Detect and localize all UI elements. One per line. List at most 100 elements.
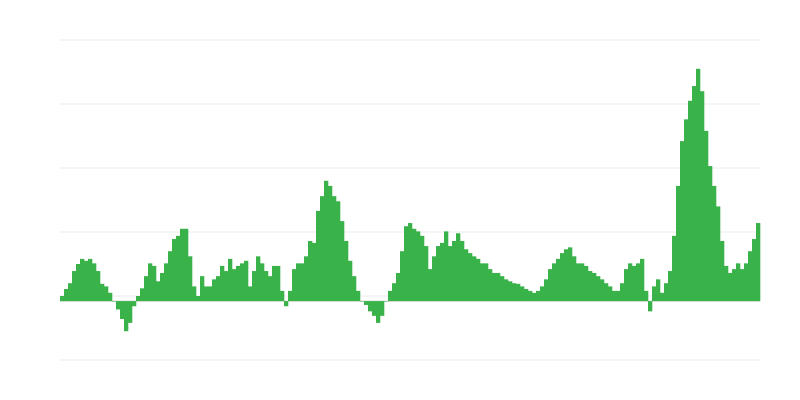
bar <box>720 240 725 302</box>
bar <box>120 301 125 320</box>
bar <box>520 286 525 302</box>
bar <box>440 242 445 302</box>
bars <box>60 68 761 332</box>
bar <box>184 228 189 302</box>
bar <box>156 281 161 302</box>
bar <box>472 256 477 302</box>
bar <box>404 226 409 302</box>
bar <box>208 286 213 302</box>
bar <box>576 263 581 302</box>
bar <box>328 185 333 302</box>
bar <box>200 276 205 302</box>
bar <box>312 242 317 302</box>
bar <box>380 301 385 316</box>
bar <box>508 281 513 302</box>
bar <box>356 290 361 302</box>
bar <box>268 276 273 302</box>
bar <box>708 166 713 302</box>
bar <box>704 130 709 302</box>
bar <box>752 239 757 302</box>
bar <box>324 180 329 302</box>
bar <box>516 283 521 302</box>
bar <box>600 279 605 302</box>
bar <box>748 251 753 302</box>
bar <box>224 271 229 302</box>
bar <box>608 286 613 302</box>
bar <box>396 272 401 302</box>
bar <box>612 290 617 302</box>
bar <box>192 286 197 302</box>
bar <box>688 100 693 302</box>
bar <box>360 301 365 302</box>
bar <box>568 247 573 302</box>
bar <box>288 290 293 302</box>
bar <box>188 256 193 302</box>
bar <box>96 271 101 302</box>
bar <box>712 185 717 302</box>
bar <box>272 265 277 302</box>
bar <box>152 265 157 302</box>
bar <box>624 269 629 302</box>
bar <box>696 68 701 302</box>
bar <box>364 301 369 305</box>
bar <box>484 263 489 302</box>
bar <box>492 272 497 302</box>
bar <box>204 286 209 302</box>
bar <box>452 240 457 302</box>
bar <box>172 239 177 302</box>
bar <box>104 286 109 302</box>
bar <box>496 272 501 302</box>
bar <box>436 246 441 302</box>
bar <box>132 301 137 307</box>
bar <box>512 283 517 302</box>
bar <box>504 279 509 302</box>
bar <box>124 301 129 332</box>
bar <box>632 265 637 302</box>
bar <box>596 276 601 302</box>
bar <box>420 235 425 302</box>
bar <box>336 201 341 302</box>
bar <box>320 196 325 302</box>
bar <box>552 263 557 302</box>
bar <box>652 286 657 302</box>
bar <box>308 240 313 302</box>
bar <box>228 258 233 302</box>
bar <box>660 292 665 302</box>
bar <box>664 283 669 302</box>
bar <box>580 263 585 302</box>
bar <box>332 196 337 302</box>
bar <box>456 233 461 302</box>
bar <box>464 249 469 302</box>
bar <box>448 246 453 302</box>
bar <box>376 301 381 323</box>
bar <box>220 265 225 302</box>
bar <box>500 276 505 302</box>
bar <box>628 263 633 302</box>
bar <box>260 263 265 302</box>
bar <box>684 119 689 302</box>
bar <box>292 269 297 302</box>
bar <box>488 269 493 302</box>
bar <box>476 258 481 302</box>
bar <box>592 272 597 302</box>
bar <box>232 269 237 302</box>
bar <box>148 263 153 302</box>
bar <box>616 290 621 302</box>
bar <box>540 286 545 302</box>
bar <box>72 271 77 302</box>
bar <box>136 296 141 302</box>
bar <box>408 223 413 302</box>
bar <box>176 235 181 302</box>
bar <box>468 253 473 302</box>
bar <box>108 292 113 302</box>
bar <box>656 279 661 302</box>
bar <box>572 256 577 302</box>
bar <box>548 269 553 302</box>
bar <box>536 290 541 302</box>
bar <box>180 228 185 302</box>
bar <box>144 276 149 302</box>
bar <box>636 263 641 302</box>
bar <box>196 296 201 302</box>
bar <box>60 296 65 302</box>
bar <box>316 210 321 302</box>
